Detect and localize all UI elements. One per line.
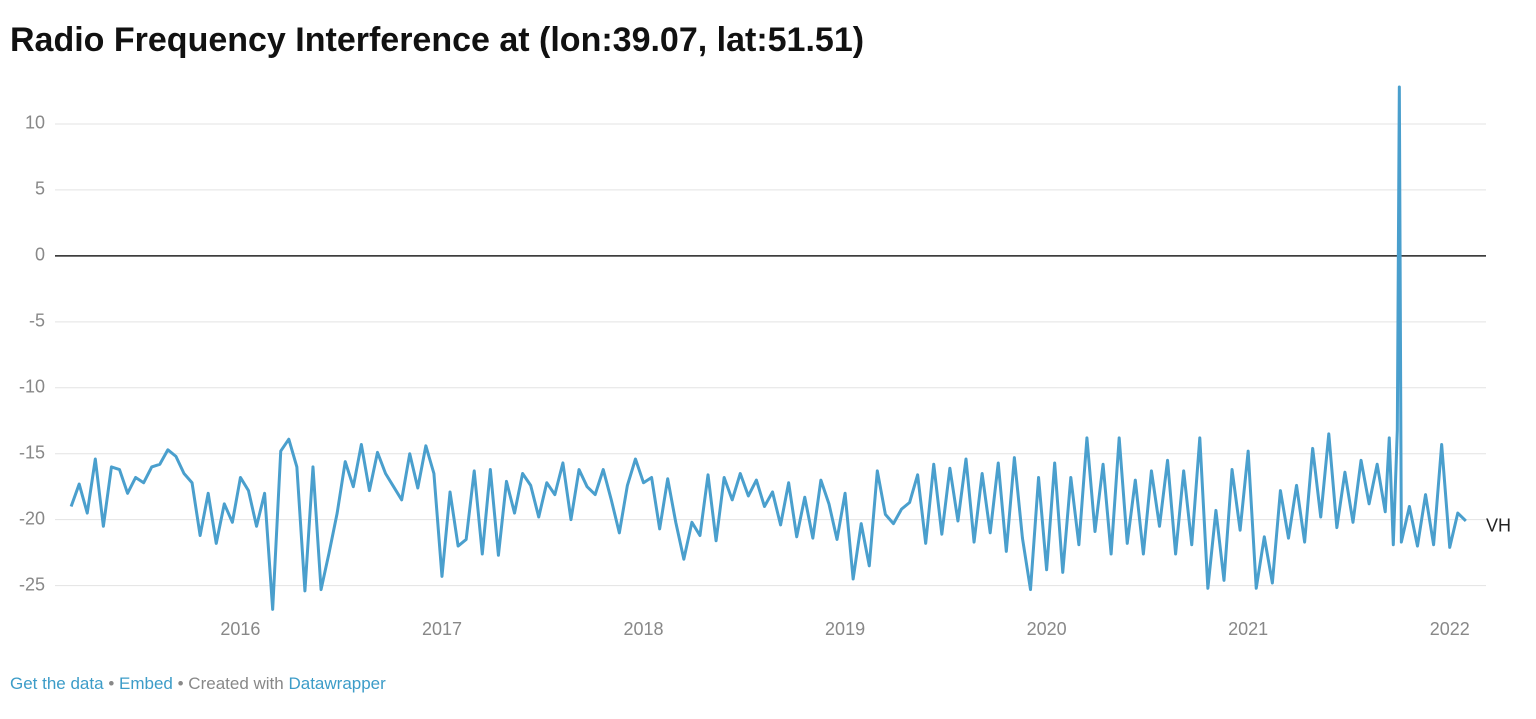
series-label: VH xyxy=(1486,516,1511,536)
y-tick-label: -20 xyxy=(19,508,45,528)
y-tick-label: -15 xyxy=(19,442,45,462)
x-tick-label: 2018 xyxy=(624,619,664,639)
y-tick-label: -5 xyxy=(29,311,45,331)
x-tick-label: 2020 xyxy=(1027,619,1067,639)
y-tick-label: -10 xyxy=(19,377,45,397)
credit-link[interactable]: Datawrapper xyxy=(288,674,386,693)
embed-link[interactable]: Embed xyxy=(119,674,173,693)
footer: Get the data • Embed • Created with Data… xyxy=(10,674,386,694)
separator: • xyxy=(108,674,115,693)
y-tick-label: -25 xyxy=(19,574,45,594)
series-line xyxy=(69,85,1467,611)
separator: • xyxy=(177,674,184,693)
y-tick-label: 10 xyxy=(25,113,45,133)
y-tick-label: 5 xyxy=(35,179,45,199)
y-tick-label: 0 xyxy=(35,245,45,265)
get-data-link[interactable]: Get the data xyxy=(10,674,104,693)
chart-title: Radio Frequency Interference at (lon:39.… xyxy=(10,21,864,59)
x-tick-label: 2017 xyxy=(422,619,462,639)
created-with: Created with xyxy=(188,674,284,693)
x-tick-label: 2016 xyxy=(220,619,260,639)
chart: Radio Frequency Interference at (lon:39.… xyxy=(10,21,1511,639)
x-tick-label: 2022 xyxy=(1430,619,1470,639)
x-tick-label: 2021 xyxy=(1228,619,1268,639)
x-tick-label: 2019 xyxy=(825,619,865,639)
